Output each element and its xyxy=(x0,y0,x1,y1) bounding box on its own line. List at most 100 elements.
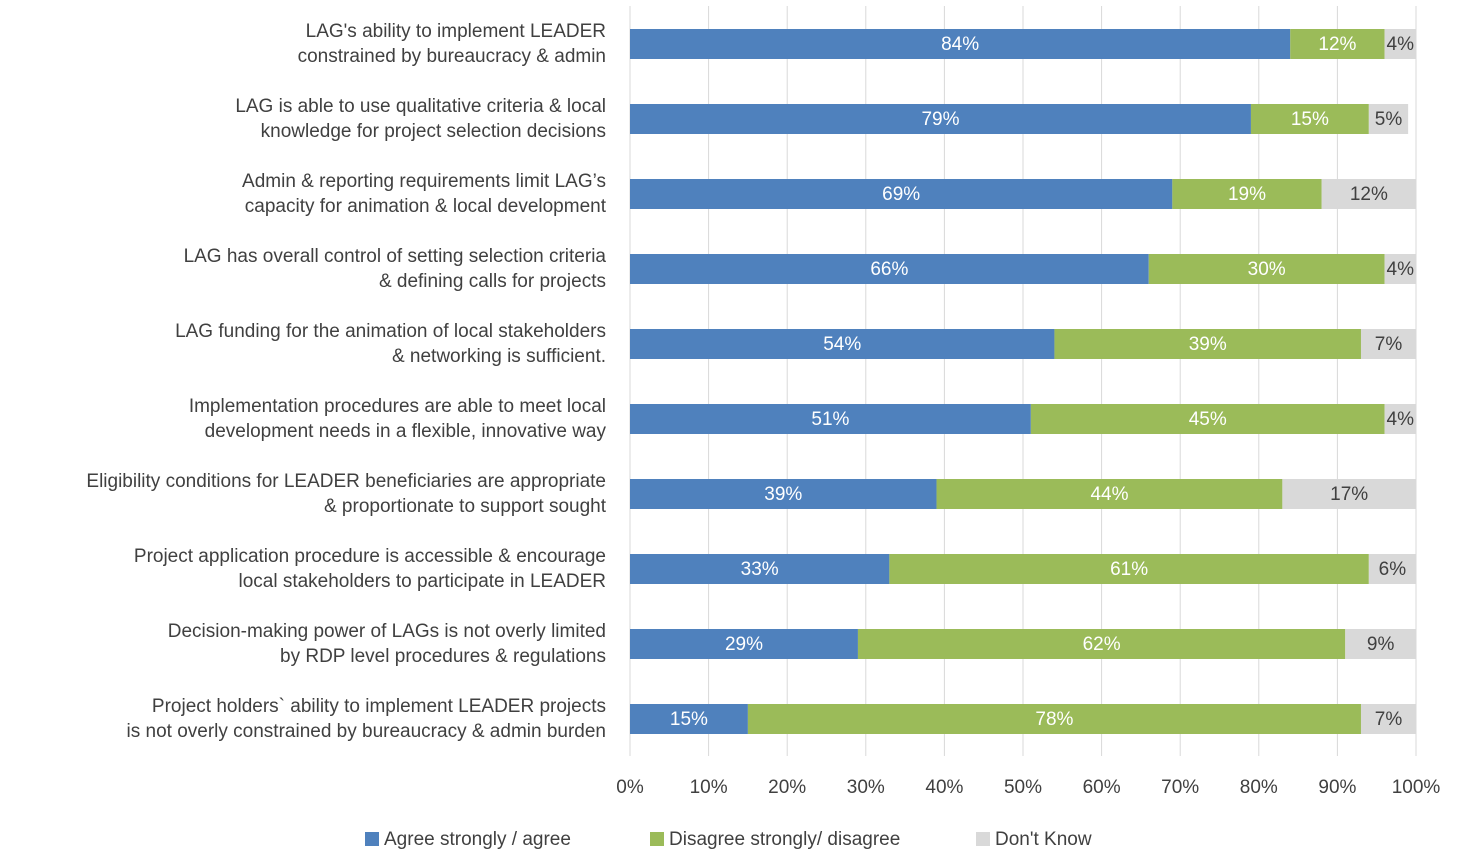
bar-segment xyxy=(630,104,1251,134)
category-label-line: LAG funding for the animation of local s… xyxy=(175,321,606,342)
category-label-line: Admin & reporting requirements limit LAG… xyxy=(242,171,606,192)
category-label: Decision-making power of LAGs is not ove… xyxy=(168,621,606,667)
x-tick-label: 10% xyxy=(690,777,728,798)
bar-segment xyxy=(1321,179,1416,209)
bar-segment xyxy=(1368,104,1409,134)
legend-label: Don't Know xyxy=(995,829,1092,850)
bar-segment xyxy=(630,404,1031,434)
category-label-line: & defining calls for projects xyxy=(379,271,606,292)
data-label: 7% xyxy=(1375,334,1403,355)
category-label-line: Project holders` ability to implement LE… xyxy=(152,696,606,717)
bar-segment xyxy=(1282,479,1416,509)
bar-segment xyxy=(889,554,1369,584)
bar-segment xyxy=(1384,254,1416,284)
x-tick-label: 30% xyxy=(847,777,885,798)
category-label: Implementation procedures are able to me… xyxy=(189,396,607,442)
x-tick-label: 0% xyxy=(616,777,644,798)
bar-segment xyxy=(1172,179,1322,209)
category-label: LAG's ability to implement LEADER constra… xyxy=(298,21,606,67)
x-tick-label: 70% xyxy=(1161,777,1199,798)
bar-segment xyxy=(1290,29,1385,59)
legend-label: Agree strongly / agree xyxy=(384,829,571,850)
x-tick-label: 90% xyxy=(1318,777,1356,798)
legend-swatch xyxy=(976,832,990,846)
data-label: 30% xyxy=(1248,259,1286,280)
data-label: 33% xyxy=(741,559,779,580)
data-label: 66% xyxy=(870,259,908,280)
data-label: 19% xyxy=(1228,184,1266,205)
category-label-line: constrained by bureaucracy & admin xyxy=(298,46,606,67)
data-label: 78% xyxy=(1035,709,1073,730)
data-label: 7% xyxy=(1375,709,1403,730)
category-label-line: local stakeholders to participate in LEA… xyxy=(238,571,606,592)
data-label: 15% xyxy=(670,709,708,730)
x-tick-label: 50% xyxy=(1004,777,1042,798)
data-label: 79% xyxy=(921,109,959,130)
bar-segment xyxy=(747,704,1361,734)
data-label: 54% xyxy=(823,334,861,355)
bar-segment xyxy=(1148,254,1385,284)
bar-segment xyxy=(630,329,1055,359)
category-label: Project application procedure is accessi… xyxy=(134,546,606,592)
data-label: 39% xyxy=(1189,334,1227,355)
data-label: 62% xyxy=(1083,634,1121,655)
data-label: 12% xyxy=(1350,184,1388,205)
legend-swatch xyxy=(365,832,379,846)
data-label: 51% xyxy=(811,409,849,430)
category-label-line: & proportionate to support sought xyxy=(324,496,607,517)
bar-segment xyxy=(1030,404,1385,434)
data-label: 69% xyxy=(882,184,920,205)
category-label-line: capacity for animation & local developme… xyxy=(245,196,607,217)
bar-segment xyxy=(630,29,1291,59)
category-label-line: Eligibility conditions for LEADER benefi… xyxy=(86,471,606,492)
data-label: 45% xyxy=(1189,409,1227,430)
category-label-line: Project application procedure is accessi… xyxy=(134,546,606,567)
category-label-line: Decision-making power of LAGs is not ove… xyxy=(168,621,606,642)
bar-segment xyxy=(630,479,937,509)
data-label: 4% xyxy=(1387,34,1415,55)
data-label: 61% xyxy=(1110,559,1148,580)
bar-segment xyxy=(1368,554,1416,584)
legend-label: Disagree strongly/ disagree xyxy=(669,829,900,850)
x-tick-label: 40% xyxy=(925,777,963,798)
bar-segment xyxy=(857,629,1346,659)
x-tick-label: 100% xyxy=(1392,777,1441,798)
data-label: 4% xyxy=(1387,409,1415,430)
category-label: Project holders` ability to implement LE… xyxy=(127,696,606,742)
category-label-line: LAG's ability to implement LEADER xyxy=(306,21,606,42)
category-label-line: & networking is sufficient. xyxy=(392,346,606,367)
category-label-line: development needs in a flexible, innovat… xyxy=(205,421,607,442)
bar-segment xyxy=(936,479,1283,509)
bar-segment xyxy=(630,179,1173,209)
bar-segment xyxy=(1384,404,1416,434)
data-label: 6% xyxy=(1379,559,1407,580)
category-label-line: LAG is able to use qualitative criteria … xyxy=(235,96,606,117)
bar-segment xyxy=(630,554,890,584)
bar-segment xyxy=(1360,704,1416,734)
category-label-line: is not overly constrained by bureaucracy… xyxy=(127,721,606,742)
category-label: Admin & reporting requirements limit LAG… xyxy=(242,171,607,217)
data-label: 9% xyxy=(1367,634,1395,655)
bar-segment xyxy=(630,629,858,659)
data-label: 4% xyxy=(1387,259,1415,280)
bar-segment xyxy=(1360,329,1416,359)
x-tick-label: 80% xyxy=(1240,777,1278,798)
bar-segment xyxy=(1345,629,1416,659)
bar-segment xyxy=(1384,29,1416,59)
data-label: 44% xyxy=(1090,484,1128,505)
x-tick-label: 20% xyxy=(768,777,806,798)
data-label: 12% xyxy=(1318,34,1356,55)
legend-swatch xyxy=(650,832,664,846)
data-label: 5% xyxy=(1375,109,1403,130)
data-label: 17% xyxy=(1330,484,1368,505)
category-label-line: LAG has overall control of setting selec… xyxy=(184,246,607,267)
x-tick-label: 60% xyxy=(1083,777,1121,798)
category-label-line: by RDP level procedures & regulations xyxy=(280,646,606,667)
data-label: 29% xyxy=(725,634,763,655)
category-label-line: Implementation procedures are able to me… xyxy=(189,396,606,417)
bar-segment xyxy=(630,704,748,734)
category-label: LAG is able to use qualitative criteria … xyxy=(235,96,606,142)
category-label: LAG funding for the animation of local s… xyxy=(175,321,606,367)
bar-segment xyxy=(1250,104,1369,134)
data-label: 84% xyxy=(941,34,979,55)
